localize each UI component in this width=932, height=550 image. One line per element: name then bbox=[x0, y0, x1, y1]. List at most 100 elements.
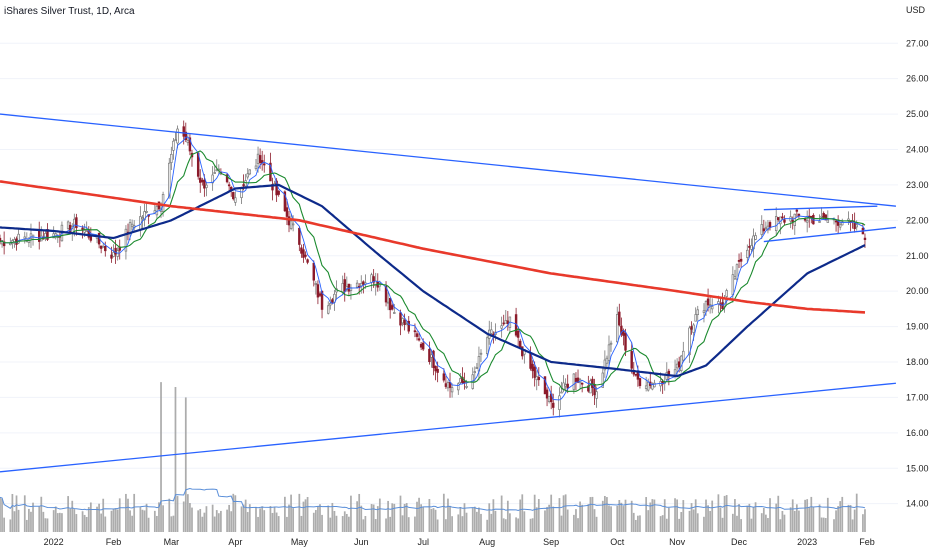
volume-bar bbox=[610, 506, 612, 532]
candle-body bbox=[85, 230, 88, 232]
candle-body bbox=[384, 285, 388, 303]
candle-body bbox=[589, 380, 592, 394]
candle-body bbox=[692, 324, 695, 333]
candle-body bbox=[201, 179, 204, 183]
volume-bar bbox=[795, 504, 798, 532]
volume-bar bbox=[15, 495, 18, 532]
volume-bar bbox=[182, 501, 185, 532]
volume-bar bbox=[345, 513, 348, 532]
candle-body bbox=[764, 227, 768, 230]
volume-bar bbox=[331, 502, 334, 532]
volume-bar bbox=[731, 513, 734, 532]
volume-bar bbox=[327, 505, 330, 532]
candle-body bbox=[708, 304, 712, 306]
volume-bar bbox=[740, 519, 742, 532]
volume-bar bbox=[75, 514, 78, 532]
volume-bar bbox=[362, 519, 365, 532]
volume-bar bbox=[348, 516, 350, 532]
volume-bar bbox=[387, 500, 389, 532]
y-tick-label: 16.00 bbox=[906, 428, 929, 438]
candle-body bbox=[746, 249, 749, 258]
candle-body bbox=[675, 363, 679, 369]
volume-bar bbox=[98, 503, 100, 532]
volume-bar bbox=[523, 511, 526, 532]
volume-bar bbox=[42, 511, 45, 532]
volume-bar bbox=[789, 507, 792, 532]
candle-body bbox=[386, 301, 390, 304]
candle-body bbox=[419, 343, 423, 348]
volume-bar bbox=[449, 505, 451, 532]
trendline-flag-top[interactable] bbox=[763, 205, 878, 211]
candle-body bbox=[863, 237, 867, 240]
volume-bar bbox=[199, 508, 202, 532]
candle-body bbox=[591, 378, 594, 388]
volume-bar bbox=[442, 493, 445, 532]
volume-bar bbox=[38, 506, 41, 532]
volume-bar bbox=[595, 516, 598, 532]
volume-bar bbox=[370, 504, 373, 532]
candle-body bbox=[607, 344, 611, 361]
volume-bar bbox=[284, 496, 286, 532]
volume-bar bbox=[259, 508, 261, 532]
volume-bar bbox=[471, 508, 474, 532]
volume-bar bbox=[775, 503, 778, 532]
candle-body bbox=[316, 284, 320, 298]
candle-body bbox=[624, 332, 627, 351]
volume-bar bbox=[226, 509, 228, 532]
volume-bar bbox=[864, 509, 866, 532]
volume-bar bbox=[521, 494, 524, 532]
volume-bar bbox=[746, 505, 749, 532]
volume-bar bbox=[835, 510, 837, 532]
volume-bar bbox=[717, 494, 720, 532]
volume-bar bbox=[709, 510, 712, 532]
volume-bar bbox=[769, 498, 771, 532]
candle-body bbox=[225, 174, 229, 183]
candle-body bbox=[145, 211, 148, 213]
volume-bar bbox=[630, 500, 633, 532]
candle-body bbox=[500, 325, 503, 329]
trendline-lower[interactable] bbox=[0, 382, 896, 473]
candle-body bbox=[99, 245, 103, 249]
candle-body bbox=[300, 247, 303, 254]
candle-body bbox=[407, 320, 410, 332]
trendline-flag-bottom[interactable] bbox=[763, 226, 897, 243]
volume-bar bbox=[71, 500, 74, 532]
candle-body bbox=[475, 367, 479, 369]
volume-bar bbox=[659, 516, 662, 532]
volume-bar bbox=[56, 513, 59, 532]
candle-body bbox=[401, 317, 404, 324]
volume-bar bbox=[407, 517, 410, 532]
candle-body bbox=[490, 329, 493, 334]
volume-bar bbox=[186, 494, 189, 532]
volume-bar bbox=[490, 513, 493, 532]
candle-body bbox=[2, 241, 6, 247]
candle-body bbox=[646, 381, 650, 391]
ma-long-line bbox=[0, 180, 866, 314]
candle-body bbox=[673, 369, 677, 376]
volume-bar bbox=[581, 504, 584, 532]
volume-bar bbox=[69, 509, 72, 532]
x-tick-label: Mar bbox=[164, 537, 180, 547]
volume-bar bbox=[174, 387, 177, 532]
volume-bar bbox=[430, 508, 433, 532]
volume-bar bbox=[678, 518, 681, 532]
y-tick-label: 20.00 bbox=[906, 286, 929, 296]
volume-bar bbox=[529, 518, 532, 532]
volume-bar bbox=[853, 509, 856, 532]
trendline-upper[interactable] bbox=[0, 113, 897, 207]
candle-body bbox=[130, 223, 134, 227]
candle-body bbox=[17, 233, 20, 244]
volume-bar bbox=[312, 512, 315, 532]
volume-bar bbox=[721, 517, 724, 532]
candle-body bbox=[75, 217, 78, 229]
volume-bar bbox=[306, 497, 309, 532]
volume-bar bbox=[428, 498, 431, 532]
volume-bar bbox=[358, 493, 361, 532]
candle-body bbox=[574, 377, 578, 382]
volume-bar bbox=[261, 506, 264, 532]
volume-bar bbox=[389, 516, 392, 532]
candle-body bbox=[653, 382, 656, 388]
volume-bar bbox=[798, 510, 800, 532]
volume-bar bbox=[228, 504, 231, 532]
